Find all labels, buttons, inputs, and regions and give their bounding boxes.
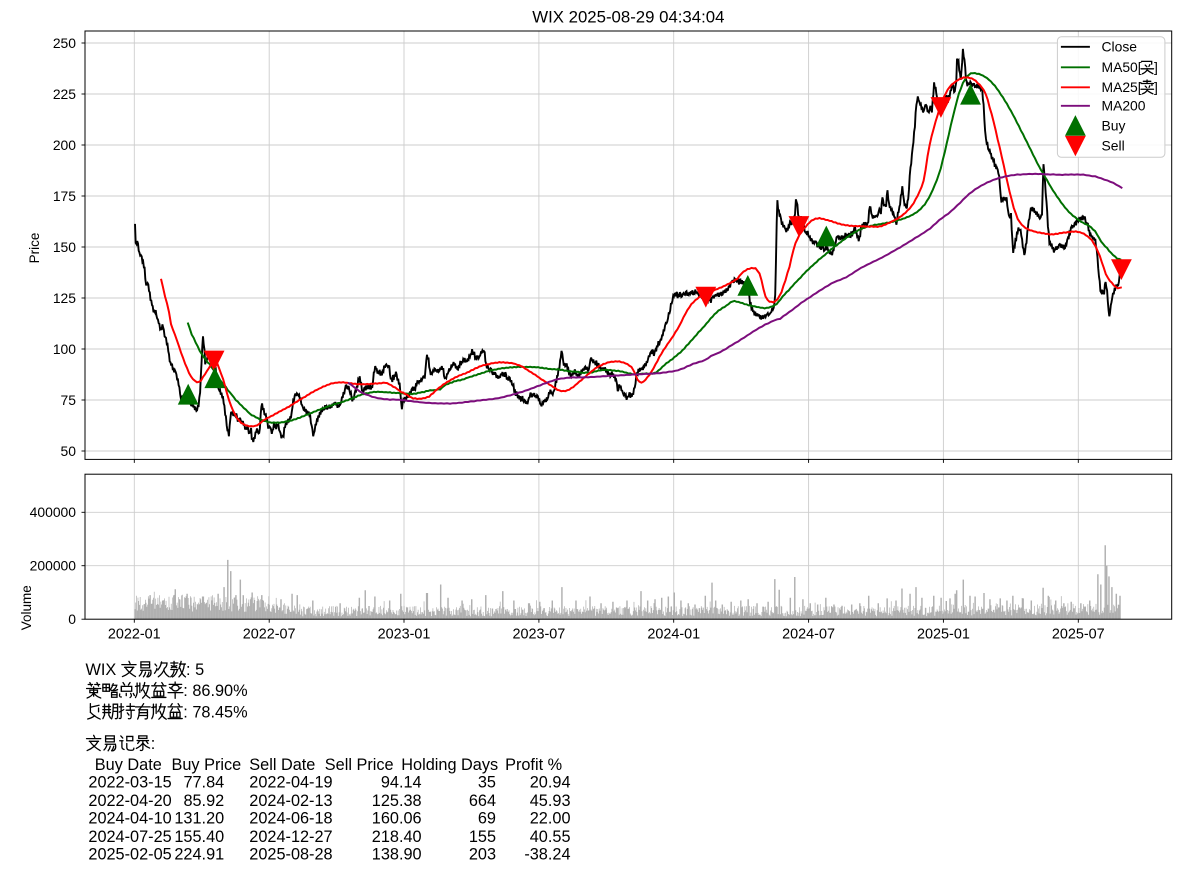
svg-text:85.92: 85.92 — [183, 792, 224, 810]
svg-text:: 5: : 5 — [186, 661, 204, 679]
svg-text:WIX 2025-08-29 04:34:04: WIX 2025-08-29 04:34:04 — [532, 8, 724, 27]
svg-text:77.84: 77.84 — [183, 774, 224, 792]
svg-text:175: 175 — [53, 188, 76, 204]
svg-text:Volume: Volume — [19, 585, 34, 630]
svg-text:-38.24: -38.24 — [524, 846, 570, 864]
svg-text:150: 150 — [53, 239, 76, 255]
svg-text:MA50[: MA50[ — [1102, 59, 1142, 75]
svg-text:2024-04-10: 2024-04-10 — [88, 810, 171, 828]
svg-text:125: 125 — [53, 290, 76, 306]
svg-text:2023-07: 2023-07 — [512, 627, 565, 643]
svg-text:Price: Price — [27, 233, 42, 264]
svg-text:Profit %: Profit % — [505, 756, 562, 774]
svg-text:Sell Price: Sell Price — [325, 756, 394, 774]
svg-text::: : — [151, 735, 156, 753]
svg-text:2024-12-27: 2024-12-27 — [249, 828, 332, 846]
svg-text:50: 50 — [61, 443, 77, 459]
svg-text:224.91: 224.91 — [174, 846, 224, 864]
svg-text:218.40: 218.40 — [372, 828, 422, 846]
svg-text:Close: Close — [1102, 39, 1138, 55]
svg-text:2024-06-18: 2024-06-18 — [249, 810, 332, 828]
svg-text:: 86.90%: : 86.90% — [183, 682, 247, 700]
svg-text:2025-08-28: 2025-08-28 — [249, 846, 332, 864]
svg-text:155.40: 155.40 — [174, 828, 224, 846]
svg-text:200000: 200000 — [30, 558, 77, 574]
svg-text:Buy Date: Buy Date — [95, 756, 162, 774]
svg-text:MA200: MA200 — [1102, 98, 1146, 114]
svg-text:0: 0 — [68, 611, 76, 627]
svg-text:: 78.45%: : 78.45% — [183, 703, 247, 721]
svg-text:22.00: 22.00 — [530, 810, 571, 828]
svg-text:Sell Date: Sell Date — [249, 756, 315, 774]
svg-text:250: 250 — [53, 35, 76, 51]
svg-text:155: 155 — [469, 828, 496, 846]
svg-text:45.93: 45.93 — [530, 792, 571, 810]
svg-text:35: 35 — [478, 774, 496, 792]
svg-text:2022-04-20: 2022-04-20 — [88, 792, 171, 810]
svg-text:Buy: Buy — [1102, 117, 1126, 133]
svg-text:2024-02-13: 2024-02-13 — [249, 792, 332, 810]
svg-text:2023-01: 2023-01 — [378, 627, 431, 643]
svg-text:MA25[: MA25[ — [1102, 79, 1142, 95]
svg-text:]: ] — [1154, 79, 1158, 95]
svg-text:200: 200 — [53, 137, 76, 153]
svg-text:203: 203 — [469, 846, 496, 864]
svg-text:20.94: 20.94 — [530, 774, 571, 792]
svg-text:400000: 400000 — [30, 504, 77, 520]
svg-text:75: 75 — [61, 392, 77, 408]
svg-text:2024-07: 2024-07 — [782, 627, 835, 643]
svg-text:2024-07-25: 2024-07-25 — [88, 828, 171, 846]
svg-text:160.06: 160.06 — [372, 810, 422, 828]
svg-text:2022-04-19: 2022-04-19 — [249, 774, 332, 792]
svg-text:2022-01: 2022-01 — [108, 627, 161, 643]
svg-text:138.90: 138.90 — [372, 846, 422, 864]
svg-text:Sell: Sell — [1102, 137, 1125, 153]
svg-text:100: 100 — [53, 341, 76, 357]
svg-text:2025-01: 2025-01 — [917, 627, 970, 643]
svg-text:40.55: 40.55 — [530, 828, 571, 846]
svg-text:664: 664 — [469, 792, 496, 810]
svg-text:2022-03-15: 2022-03-15 — [88, 774, 171, 792]
svg-text:225: 225 — [53, 86, 76, 102]
svg-text:]: ] — [1154, 59, 1158, 75]
svg-text:2025-02-05: 2025-02-05 — [88, 846, 171, 864]
svg-text:131.20: 131.20 — [174, 810, 224, 828]
svg-text:2024-01: 2024-01 — [647, 627, 700, 643]
svg-text:94.14: 94.14 — [381, 774, 422, 792]
svg-text:WIX: WIX — [86, 661, 117, 679]
svg-text:2022-07: 2022-07 — [243, 627, 296, 643]
svg-text:Buy Price: Buy Price — [172, 756, 242, 774]
svg-text:69: 69 — [478, 810, 496, 828]
svg-text:Holding Days: Holding Days — [401, 756, 498, 774]
svg-text:2025-07: 2025-07 — [1052, 627, 1105, 643]
svg-text:125.38: 125.38 — [372, 792, 422, 810]
